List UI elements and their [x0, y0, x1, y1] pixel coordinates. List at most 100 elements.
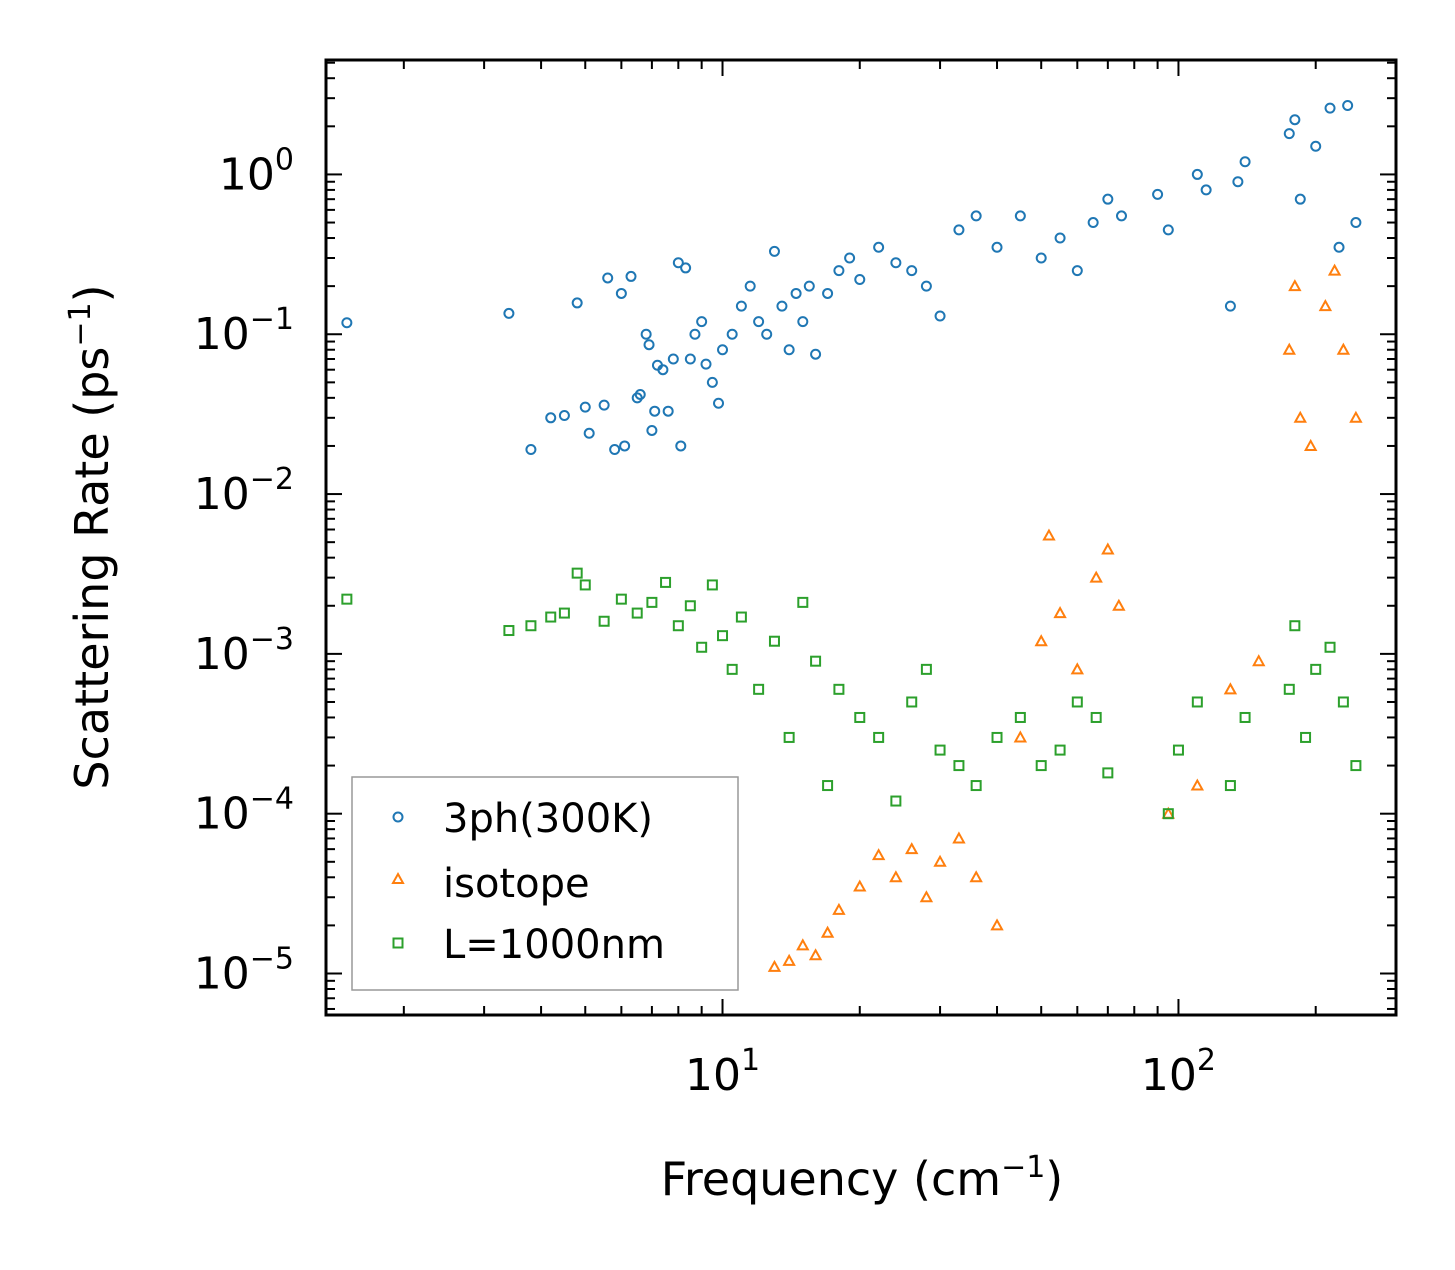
- y-tick-exp: 0: [275, 142, 294, 177]
- data-point-2-2: [525, 620, 537, 632]
- data-point-2-18: [735, 611, 747, 623]
- data-point-0-38: [761, 328, 773, 340]
- data-point-2-0: [341, 593, 353, 605]
- data-point-1-27: [1282, 342, 1296, 355]
- y-tick-base: 10: [194, 469, 250, 520]
- data-point-0-74: [1294, 193, 1306, 205]
- data-point-0-16: [640, 328, 652, 340]
- data-point-0-56: [970, 210, 982, 222]
- data-point-1-0: [767, 959, 782, 972]
- data-point-0-75: [1310, 140, 1322, 152]
- data-point-0-41: [783, 344, 795, 356]
- data-point-0-77: [1333, 241, 1345, 253]
- data-point-0-4: [558, 410, 570, 422]
- data-point-0-2: [525, 444, 537, 456]
- data-point-0-15: [634, 388, 646, 400]
- data-point-2-23: [810, 655, 822, 667]
- data-point-0-78: [1342, 99, 1354, 111]
- data-point-1-12: [952, 831, 966, 844]
- y-tick-base: 10: [194, 789, 250, 840]
- data-point-0-1: [503, 307, 515, 319]
- data-point-0-66: [1162, 224, 1174, 236]
- data-point-0-58: [1014, 210, 1026, 222]
- data-point-2-36: [1035, 760, 1047, 772]
- x-tick-base: 10: [685, 1050, 741, 1101]
- data-point-2-24: [822, 780, 834, 792]
- data-point-0-64: [1115, 210, 1127, 222]
- data-point-2-31: [934, 744, 946, 756]
- data-point-1-20: [1089, 570, 1103, 583]
- data-point-0-33: [717, 344, 729, 356]
- data-point-1-9: [905, 842, 919, 855]
- series-0: [341, 99, 1362, 456]
- data-point-0-69: [1224, 300, 1236, 312]
- data-point-2-3: [545, 611, 557, 623]
- data-point-1-25: [1223, 682, 1238, 695]
- data-point-2-5: [571, 567, 583, 579]
- data-point-0-3: [545, 412, 557, 424]
- data-point-1-17: [1042, 528, 1056, 541]
- data-point-0-51: [890, 257, 902, 269]
- data-point-2-21: [783, 731, 795, 743]
- legend-label-isotope: isotope: [443, 861, 590, 907]
- data-point-1-3: [808, 948, 823, 961]
- y-tick-base: 10: [194, 309, 250, 360]
- data-point-2-13: [684, 600, 696, 612]
- data-point-0-21: [657, 364, 669, 376]
- y-tick-label-0: 100: [219, 142, 294, 200]
- data-point-0-61: [1071, 265, 1083, 277]
- data-point-0-62: [1087, 217, 1099, 229]
- x-axis-label-main: Frequency (cm: [661, 1152, 1001, 1206]
- legend-label-3ph: 3ph(300K): [443, 796, 653, 842]
- data-point-2-11: [660, 576, 672, 588]
- data-point-2-33: [970, 780, 982, 792]
- data-point-0-19: [649, 405, 661, 417]
- legend-box: [351, 776, 739, 991]
- y-tick-exp: −3: [250, 622, 294, 657]
- y-tick-label-2: 10−2: [194, 462, 294, 520]
- data-point-0-63: [1102, 193, 1114, 205]
- data-point-1-30: [1303, 438, 1318, 451]
- data-point-0-59: [1035, 252, 1047, 264]
- data-point-0-34: [726, 328, 738, 340]
- data-point-0-36: [744, 280, 756, 292]
- data-point-2-17: [726, 663, 738, 675]
- data-point-0-49: [854, 274, 866, 286]
- data-point-1-10: [919, 890, 934, 903]
- data-point-2-9: [631, 607, 643, 619]
- data-point-0-40: [776, 300, 788, 312]
- data-point-1-19: [1070, 662, 1085, 675]
- y-axis-label-main: Scattering Rate (ps: [65, 347, 119, 790]
- data-point-0-5: [571, 297, 583, 309]
- data-point-0-29: [696, 316, 708, 328]
- data-point-0-7: [583, 427, 595, 439]
- data-point-0-26: [680, 262, 692, 274]
- data-point-0-32: [713, 397, 725, 409]
- tick-layer: [326, 60, 1397, 1015]
- data-point-2-10: [646, 596, 658, 608]
- legend-marker-boundary: [392, 937, 404, 949]
- data-point-0-44: [803, 280, 815, 292]
- data-point-0-30: [700, 358, 712, 370]
- y-tick-base: 10: [194, 629, 250, 680]
- data-point-1-14: [990, 918, 1004, 931]
- data-point-1-22: [1112, 598, 1126, 611]
- data-point-0-46: [822, 287, 834, 299]
- data-point-2-34: [991, 731, 1003, 743]
- data-point-2-42: [1172, 744, 1184, 756]
- y-tick-exp: −1: [250, 302, 294, 337]
- data-point-0-25: [675, 440, 687, 452]
- data-point-2-28: [890, 795, 902, 807]
- data-point-0-22: [662, 405, 674, 417]
- x-tick-base: 10: [1141, 1050, 1197, 1101]
- data-point-1-28: [1288, 279, 1302, 292]
- data-point-2-44: [1224, 780, 1236, 792]
- data-point-1-5: [832, 902, 846, 915]
- data-point-2-45: [1239, 711, 1251, 723]
- data-point-2-4: [558, 607, 570, 619]
- data-point-0-68: [1200, 184, 1212, 196]
- data-point-0-17: [643, 339, 655, 351]
- x-axis-label-exp: −1: [1001, 1150, 1045, 1185]
